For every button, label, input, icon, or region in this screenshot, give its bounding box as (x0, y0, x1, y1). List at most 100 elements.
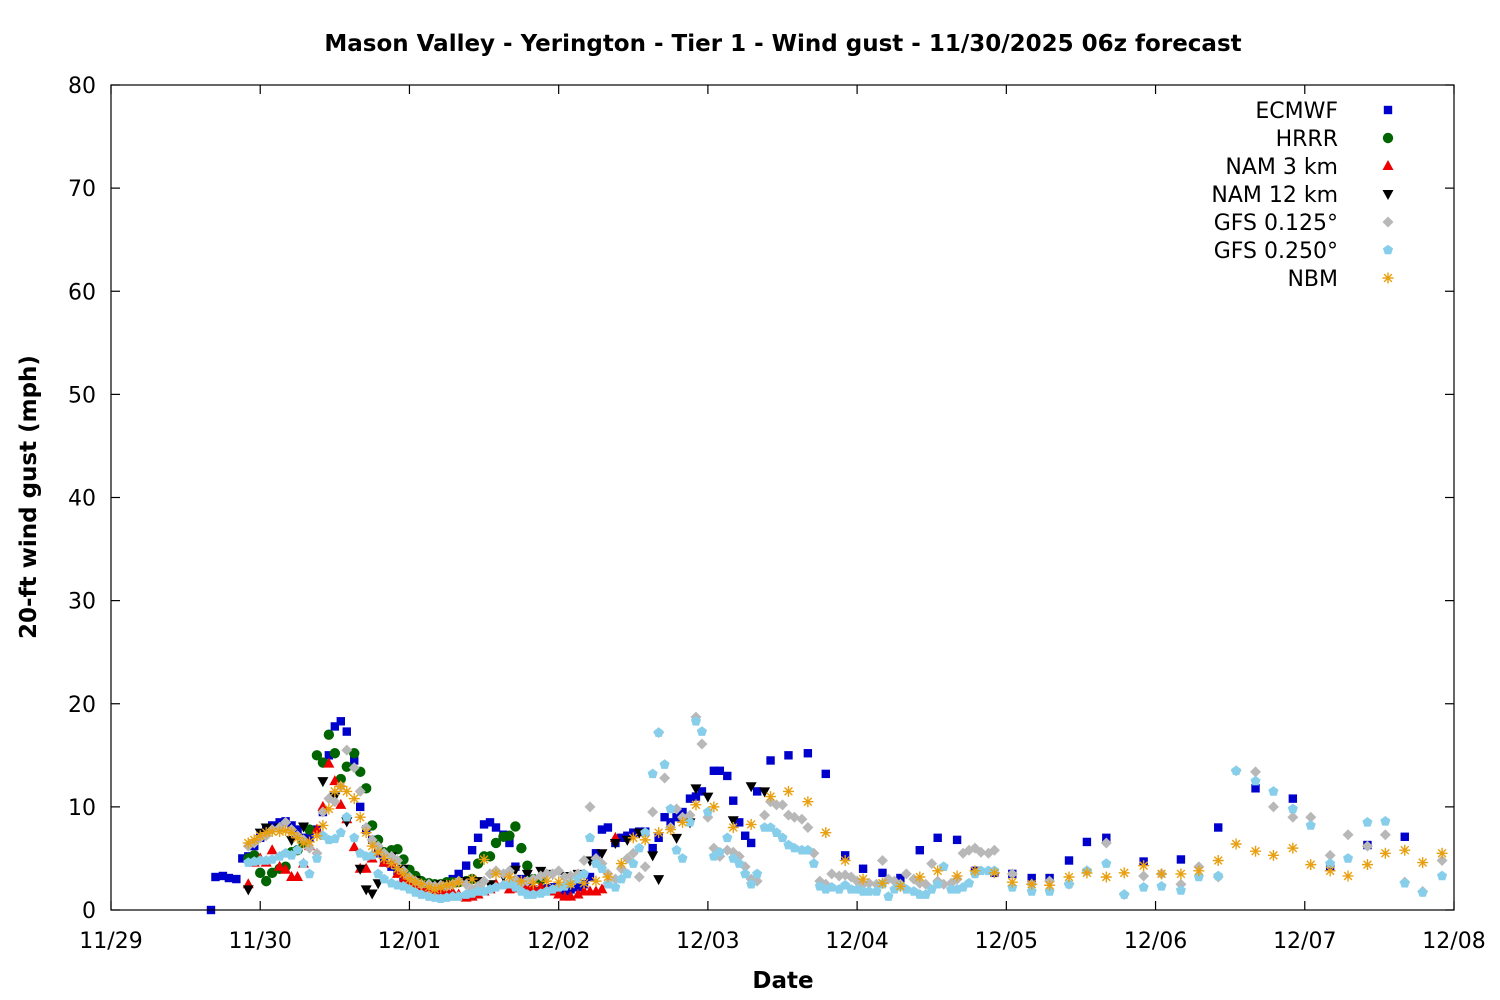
data-point (647, 768, 658, 779)
data-point (461, 861, 471, 870)
data-point (415, 878, 427, 890)
data-point (653, 727, 664, 737)
data-point (691, 792, 701, 801)
data-point (336, 717, 346, 726)
data-point (373, 868, 384, 879)
data-point (311, 853, 322, 863)
data-point (1156, 880, 1167, 891)
data-point (472, 858, 484, 869)
y-tick-label: 0 (82, 899, 96, 924)
data-point (821, 769, 830, 779)
data-point (297, 822, 309, 833)
data-point (1193, 865, 1205, 877)
data-point (1250, 766, 1262, 778)
data-point (1100, 871, 1112, 883)
data-point (573, 883, 583, 892)
data-point (697, 787, 707, 796)
data-point (900, 868, 912, 880)
data-point (348, 762, 360, 774)
data-point (696, 726, 707, 736)
data-point (723, 771, 732, 781)
legend-marker (1382, 244, 1394, 255)
data-point (858, 864, 868, 873)
data-point (1436, 855, 1448, 866)
data-point (473, 833, 483, 843)
data-point (1343, 853, 1354, 863)
data-point (297, 837, 309, 849)
data-point (409, 876, 421, 888)
x-tick-label: 12/08 (1422, 929, 1485, 954)
data-point (1324, 849, 1336, 861)
data-point (771, 799, 783, 811)
data-point (485, 818, 495, 827)
data-point (671, 844, 682, 855)
data-point (690, 715, 701, 726)
data-point (802, 796, 814, 808)
data-point (975, 846, 987, 858)
data-point (765, 822, 776, 832)
data-point (341, 811, 352, 822)
data-point (323, 757, 335, 768)
data-point (572, 888, 584, 899)
data-point (266, 844, 278, 855)
x-tick-label: 12/07 (1273, 929, 1336, 954)
data-point (254, 830, 266, 842)
legend-item: ECMWF (1255, 99, 1393, 124)
data-point (727, 822, 739, 833)
data-point (386, 858, 398, 870)
data-point (665, 824, 677, 836)
data-point (933, 833, 942, 843)
data-point (1436, 847, 1448, 859)
data-point (1288, 794, 1298, 803)
data-point (1175, 885, 1186, 895)
legend: ECMWF HRRR NAM 3 km NAM 12 km GFS 0.125° GFS … (1211, 99, 1394, 292)
legend-label: GFS 0.250° (1214, 239, 1338, 264)
data-point (653, 827, 665, 839)
data-point (1342, 870, 1354, 882)
data-point (286, 827, 298, 839)
data-point (490, 882, 502, 892)
data-point (1380, 816, 1391, 826)
data-point (1399, 844, 1411, 856)
series-0 (206, 717, 1409, 915)
data-point (1026, 886, 1037, 896)
data-point (366, 889, 378, 900)
data-point (329, 785, 341, 797)
data-point (1118, 867, 1130, 879)
data-point (714, 846, 725, 857)
data-point (715, 766, 725, 775)
legend-item: GFS 0.250° (1214, 239, 1394, 264)
data-point (685, 794, 695, 803)
data-point (963, 877, 975, 888)
data-point (1417, 857, 1429, 869)
data-point (728, 853, 739, 863)
data-point (677, 816, 689, 828)
data-point (610, 882, 621, 892)
data-point (218, 871, 228, 881)
y-tick-label: 50 (68, 383, 96, 408)
data-point (553, 865, 565, 877)
data-point (238, 854, 247, 863)
data-point (522, 860, 533, 871)
data-point (1100, 837, 1112, 849)
data-point (1437, 870, 1448, 881)
data-point (1027, 873, 1036, 883)
data-point (224, 873, 234, 883)
legend-marker (1382, 216, 1394, 228)
data-point (341, 785, 353, 797)
data-point (553, 876, 565, 888)
data-point (671, 833, 683, 844)
series-4 (242, 711, 1448, 901)
data-point (466, 873, 478, 885)
data-point (521, 869, 533, 880)
data-point (311, 823, 323, 834)
data-point (441, 879, 453, 891)
data-point (516, 842, 527, 854)
data-point (696, 738, 708, 750)
data-point (435, 881, 447, 893)
data-point (988, 867, 1000, 879)
data-point (293, 825, 302, 834)
data-point (280, 825, 292, 837)
data-point (665, 803, 676, 814)
data-point (274, 826, 286, 838)
